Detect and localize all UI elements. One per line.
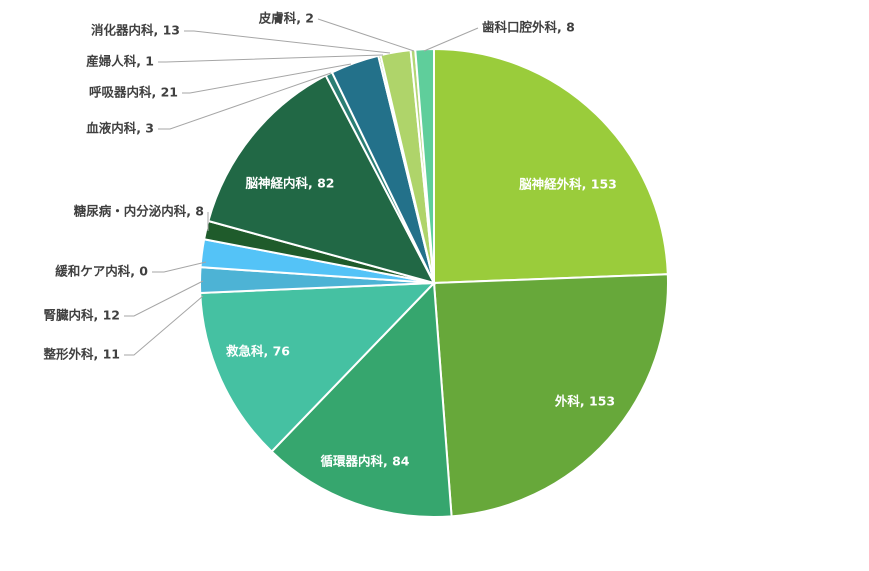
data-label-13: 皮膚科, 2 (258, 11, 314, 26)
leader-line-4 (124, 295, 204, 356)
data-label-6: 緩和ケア内科, 0 (55, 264, 148, 279)
data-label-3: 救急科, 76 (226, 344, 290, 359)
leader-lines (124, 18, 479, 356)
pie-slice-2 (270, 280, 453, 518)
data-label-7: 糖尿病・内分泌内科, 8 (74, 204, 204, 219)
pie-slice-1 (432, 273, 669, 518)
leader-line-13 (317, 18, 415, 52)
leader-line-11 (158, 54, 384, 63)
data-label-5: 腎臓内科, 12 (44, 308, 121, 323)
leader-line-10 (182, 63, 352, 94)
leader-line-6 (152, 261, 207, 273)
data-label-11: 産婦人科, 1 (86, 54, 154, 69)
data-label-0: 脳神経外科, 153 (519, 177, 617, 192)
data-label-2: 循環器内科, 84 (321, 454, 410, 469)
data-labels: 脳神経外科, 153 外科, 153 循環器内科, 84 救急科, 76 整形外科, 1… (44, 11, 617, 469)
data-label-1: 外科, 153 (554, 394, 615, 409)
data-label-12: 消化器内科, 13 (91, 23, 180, 38)
pie-slice-8 (207, 74, 436, 285)
pie-slice-0 (433, 47, 669, 285)
leader-line-9 (158, 72, 332, 130)
data-label-4: 整形外科, 11 (44, 347, 121, 362)
pie-slice-14 (414, 47, 435, 284)
leader-line-12 (184, 30, 391, 54)
leader-line-14 (423, 27, 479, 52)
data-label-10: 呼吸器内科, 21 (89, 85, 178, 100)
pie-slices (199, 47, 669, 518)
data-label-14: 歯科口腔外科, 8 (482, 20, 575, 35)
pie-slice-3 (199, 281, 437, 453)
data-label-9: 血液内科, 3 (86, 121, 154, 136)
data-label-8: 脳神経内科, 82 (246, 176, 335, 191)
leader-line-5 (124, 280, 204, 317)
